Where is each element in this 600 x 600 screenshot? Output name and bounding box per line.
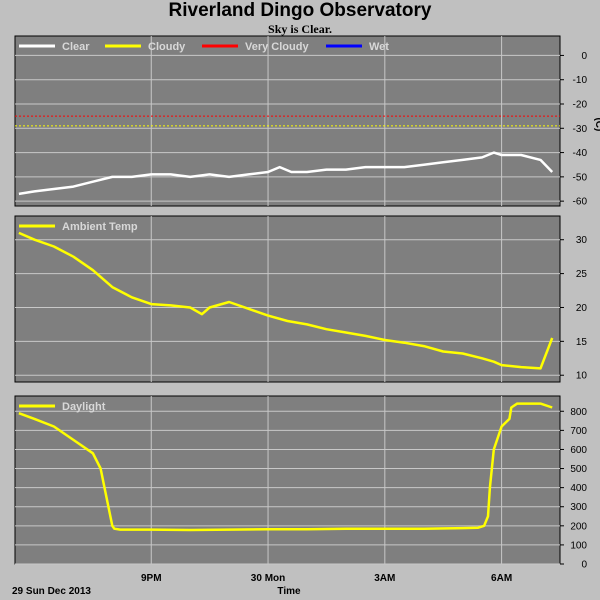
sky-panel: 0 -10 -20 -30 -40 -50 -60 Clear Cloudy Very Cloud… xyxy=(14,35,600,208)
ambient-panel: 30 25 20 15 10 Ambient Temp xyxy=(14,215,588,383)
chart-subtitle: Sky is Clear. xyxy=(268,22,332,36)
xtick-label: 6AM xyxy=(491,573,512,584)
footer-date: 29 Sun Dec 2013 xyxy=(12,586,91,597)
legend-label-clear: Clear xyxy=(62,41,90,53)
daylight-ytick-label: 600 xyxy=(570,445,587,456)
daylight-plot-area xyxy=(14,395,561,565)
ambient-ytick-label: 10 xyxy=(576,371,588,382)
daylight-ytick-label: 0 xyxy=(581,560,587,571)
daylight-ytick-label: 500 xyxy=(570,464,587,475)
daylight-ytick-label: 200 xyxy=(570,521,587,532)
sky-ylabel: (C) xyxy=(593,117,600,131)
ambient-ytick-label: 25 xyxy=(576,269,588,280)
ambient-series-ambient-temp xyxy=(18,231,554,370)
daylight-ytick-label: 300 xyxy=(570,502,587,513)
x-axis-label: Time xyxy=(277,586,301,597)
ambient-ytick-label: 15 xyxy=(576,337,588,348)
daylight-ytick-label: 100 xyxy=(570,540,587,551)
legend-label-cloudy: Cloudy xyxy=(148,41,186,53)
sky-ytick-label: -40 xyxy=(573,148,588,159)
daylight-series-daylight xyxy=(18,402,553,532)
xtick-label: 3AM xyxy=(374,573,395,584)
ambient-ytick-label: 20 xyxy=(576,303,588,314)
chart-title: Riverland Dingo Observatory xyxy=(168,0,432,21)
daylight-panel: 800 700 600 500 400 300 200 100 0 Daylight 9PM 30 M… xyxy=(14,395,587,584)
sky-ytick-label: -50 xyxy=(573,172,588,183)
sky-series-clear xyxy=(18,151,554,196)
legend-label-daylight: Daylight xyxy=(62,401,106,413)
daylight-ytick-label: 800 xyxy=(570,407,587,418)
xtick-label: 30 Mon xyxy=(251,573,285,584)
daylight-ytick-label: 400 xyxy=(570,483,587,494)
legend-label-ambient-temp: Ambient Temp xyxy=(62,221,138,233)
legend-label-wet: Wet xyxy=(369,41,389,53)
sky-ytick-label: 0 xyxy=(581,51,587,62)
daylight-ytick-label: 700 xyxy=(570,426,587,437)
ambient-ytick-label: 30 xyxy=(576,235,588,246)
sky-ytick-label: -20 xyxy=(573,100,588,111)
xtick-label: 9PM xyxy=(141,573,162,584)
sky-ytick-label: -60 xyxy=(573,197,588,208)
legend-label-very-cloudy: Very Cloudy xyxy=(245,41,309,53)
sky-ytick-label: -10 xyxy=(573,75,588,86)
sky-ytick-label: -30 xyxy=(573,124,588,135)
